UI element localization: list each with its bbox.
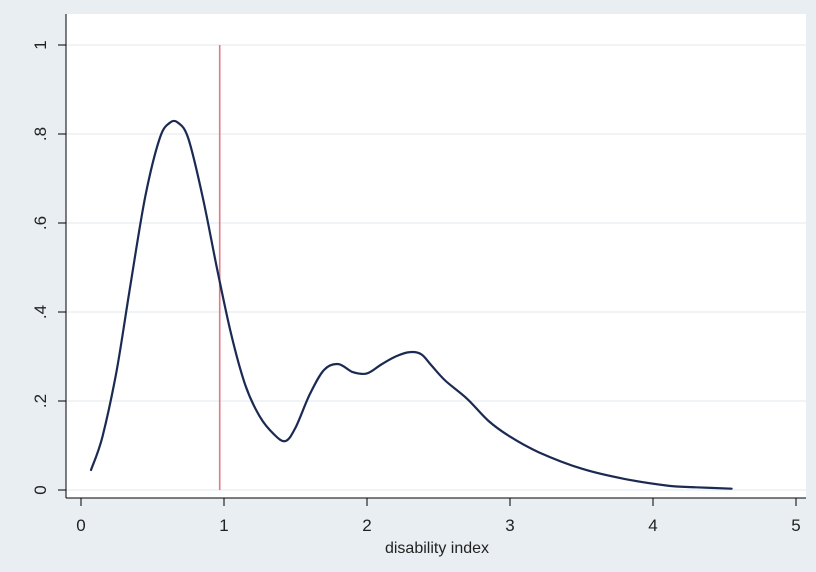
ticks: 0 1 2 3 4 5 0 .2 .4 .6 .8 1 (31, 40, 801, 535)
grid-lines (66, 44, 806, 491)
x-axis-title: disability index (385, 540, 489, 557)
y-tick-label: .4 (31, 305, 50, 319)
x-tick-label: 1 (219, 516, 228, 535)
y-tick-label: .8 (31, 127, 50, 141)
x-tick-label: 2 (362, 516, 371, 535)
y-tick-label: .2 (31, 394, 50, 408)
axes (65, 14, 806, 499)
series (89, 119, 733, 490)
x-tick-label: 0 (76, 516, 85, 535)
x-tick-label: 4 (648, 516, 657, 535)
plot-area (66, 14, 806, 498)
y-tick-label: 1 (31, 40, 50, 49)
x-tick-label: 5 (791, 516, 800, 535)
density-curve (89, 119, 733, 490)
x-tick-label: 3 (505, 516, 514, 535)
y-tick-label: .6 (31, 216, 50, 230)
y-tick-label: 0 (31, 485, 50, 494)
